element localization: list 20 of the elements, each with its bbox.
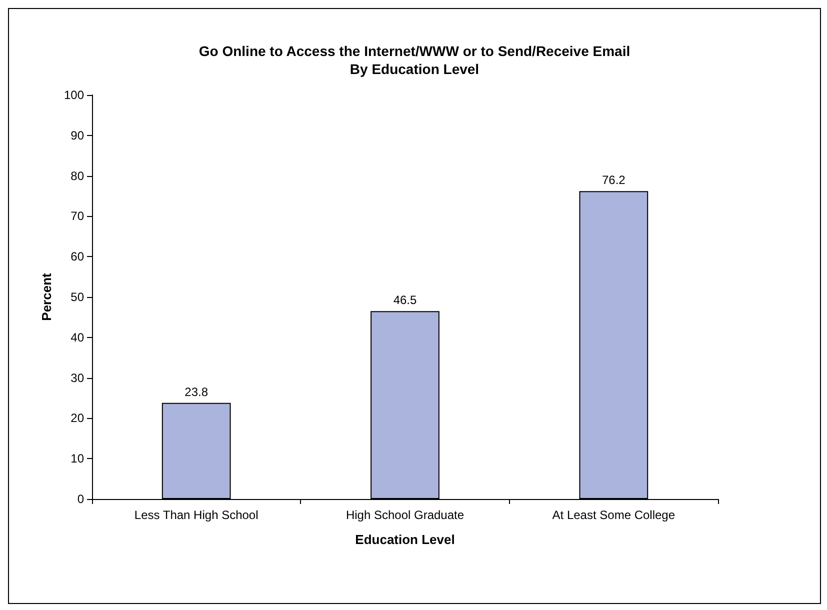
y-tick-label: 10 xyxy=(70,452,84,466)
x-axis-title: Education Level xyxy=(355,532,455,547)
y-tick-label: 80 xyxy=(70,168,84,183)
y-tick-label: 20 xyxy=(70,411,84,426)
y-axis-title: Percent xyxy=(39,272,54,321)
chart-title: Go Online to Access the Internet/WWW or to Send/Receive Email By Education Level xyxy=(198,43,630,77)
y-tick-label: 100 xyxy=(64,88,84,102)
x-tick-label: At Least Some College xyxy=(552,508,676,522)
y-tick-label: 40 xyxy=(70,330,84,344)
x-tick-label: High School Graduate xyxy=(346,508,464,522)
data-label: 23.8 xyxy=(184,384,208,399)
data-label: 76.2 xyxy=(602,173,626,188)
y-tick-label: 30 xyxy=(70,370,84,385)
data-label: 46.5 xyxy=(393,293,417,308)
y-tick-label: 90 xyxy=(70,128,84,142)
y-tick-label: 0 xyxy=(77,492,84,506)
x-tick-label: Less Than High School xyxy=(134,508,258,522)
y-tick-label: 70 xyxy=(70,209,84,224)
y-tick-label: 60 xyxy=(70,250,84,264)
y-tick-label: 50 xyxy=(70,290,84,304)
